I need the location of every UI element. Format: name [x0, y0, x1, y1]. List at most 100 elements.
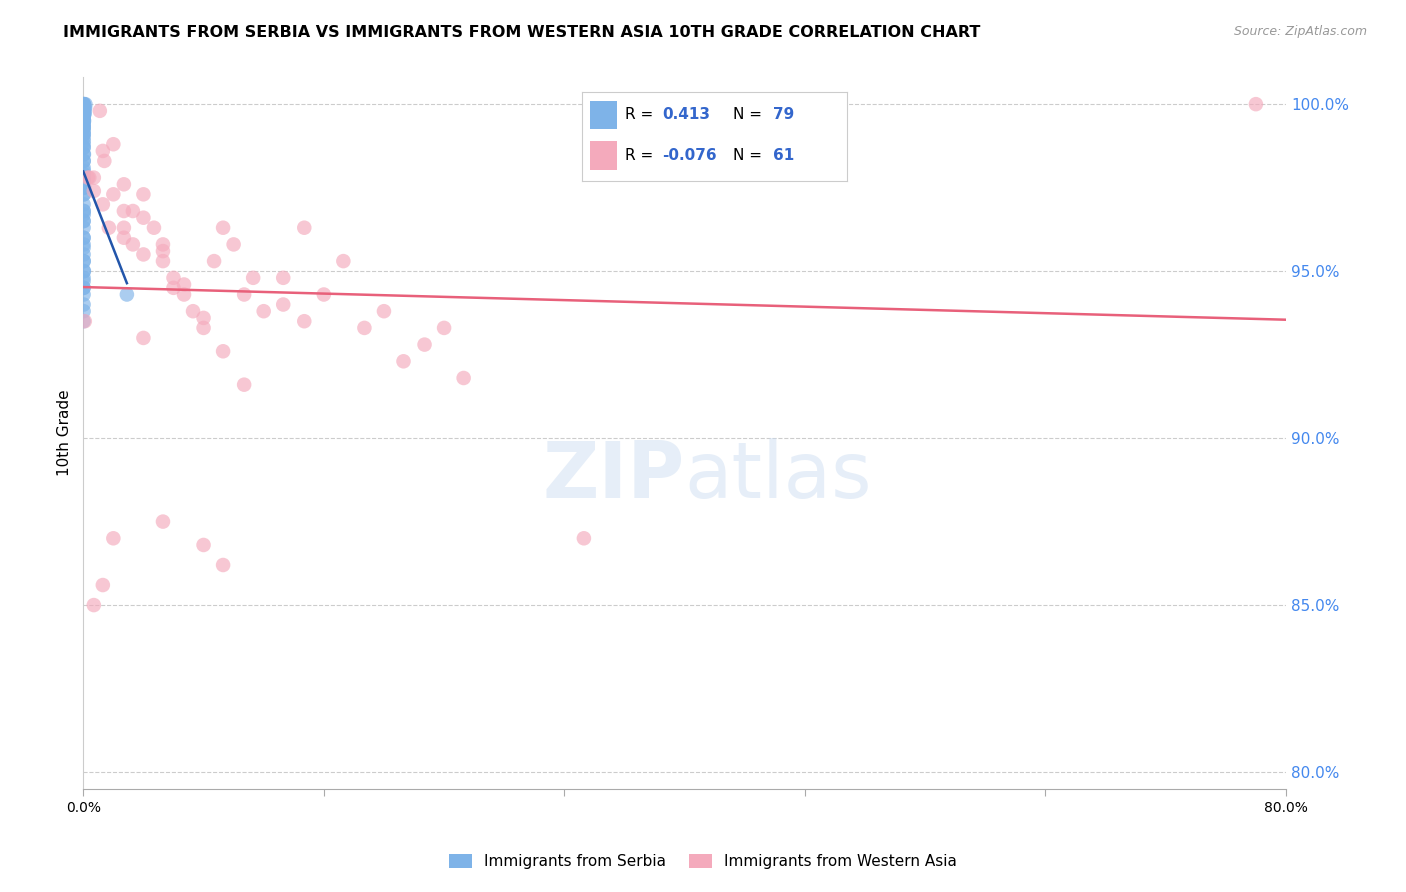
Text: IMMIGRANTS FROM SERBIA VS IMMIGRANTS FROM WESTERN ASIA 10TH GRADE CORRELATION CH: IMMIGRANTS FROM SERBIA VS IMMIGRANTS FRO… [63, 25, 980, 40]
Point [72, 127, 94, 141]
Point [83, 184, 105, 198]
Point [72, 241, 94, 255]
Point [72, 247, 94, 261]
Point [72, 120, 94, 135]
Point [72, 111, 94, 125]
Point [72, 137, 94, 152]
Point [73, 204, 96, 219]
Point [132, 187, 155, 202]
Point [72, 167, 94, 181]
Point [72, 130, 94, 145]
Point [72, 107, 94, 121]
Point [73, 103, 96, 118]
Point [271, 297, 294, 311]
Point [73, 124, 96, 138]
Point [72, 111, 94, 125]
Point [72, 220, 94, 235]
Point [242, 270, 264, 285]
Point [72, 103, 94, 118]
Point [73, 207, 96, 221]
Point [292, 220, 315, 235]
Point [73, 187, 96, 202]
Point [453, 371, 475, 385]
Point [73, 107, 96, 121]
Point [72, 140, 94, 154]
Point [72, 111, 94, 125]
Point [73, 101, 96, 115]
Point [253, 304, 276, 318]
Point [91, 144, 114, 158]
Point [312, 287, 335, 301]
Point [72, 231, 94, 245]
Point [72, 161, 94, 175]
Point [181, 304, 204, 318]
Point [73, 97, 96, 112]
Point [72, 237, 94, 252]
Point [72, 97, 94, 112]
Point [103, 137, 125, 152]
Point [162, 281, 184, 295]
Point [122, 204, 145, 219]
Point [93, 153, 115, 168]
Point [202, 254, 225, 268]
Point [112, 220, 135, 235]
Point [152, 244, 174, 258]
Point [72, 231, 94, 245]
Point [79, 170, 101, 185]
Point [193, 321, 215, 335]
Point [72, 117, 94, 131]
Point [122, 237, 145, 252]
Point [72, 120, 94, 135]
Point [72, 274, 94, 288]
Point [73, 164, 96, 178]
Point [72, 147, 94, 161]
Point [73, 127, 96, 141]
Point [73, 107, 96, 121]
Point [72, 214, 94, 228]
Point [72, 270, 94, 285]
Point [73, 147, 96, 161]
Point [91, 578, 114, 592]
Point [233, 287, 256, 301]
Point [112, 231, 135, 245]
Point [72, 117, 94, 131]
Point [76, 170, 98, 185]
Point [132, 211, 155, 225]
Point [152, 254, 174, 268]
Point [373, 304, 395, 318]
Point [73, 103, 96, 118]
Point [271, 270, 294, 285]
Y-axis label: 10th Grade: 10th Grade [58, 390, 72, 476]
Point [413, 337, 436, 351]
Point [72, 113, 94, 128]
Point [72, 304, 94, 318]
Text: atlas: atlas [685, 438, 872, 514]
Point [72, 197, 94, 211]
Point [73, 101, 96, 115]
Point [1244, 97, 1267, 112]
Point [152, 515, 174, 529]
Point [73, 97, 96, 112]
Point [97, 220, 120, 235]
Point [73, 153, 96, 168]
Point [212, 344, 235, 359]
Point [193, 538, 215, 552]
Point [233, 377, 256, 392]
Point [72, 187, 94, 202]
Point [91, 197, 114, 211]
Point [72, 97, 94, 112]
Point [72, 103, 94, 118]
Point [73, 111, 96, 125]
Point [332, 254, 354, 268]
Point [73, 134, 96, 148]
Point [83, 598, 105, 612]
Point [73, 174, 96, 188]
Point [73, 107, 96, 121]
Point [72, 314, 94, 328]
Point [83, 170, 105, 185]
Point [162, 270, 184, 285]
Text: ZIP: ZIP [543, 438, 685, 514]
Point [72, 180, 94, 194]
Point [103, 187, 125, 202]
Point [72, 297, 94, 311]
